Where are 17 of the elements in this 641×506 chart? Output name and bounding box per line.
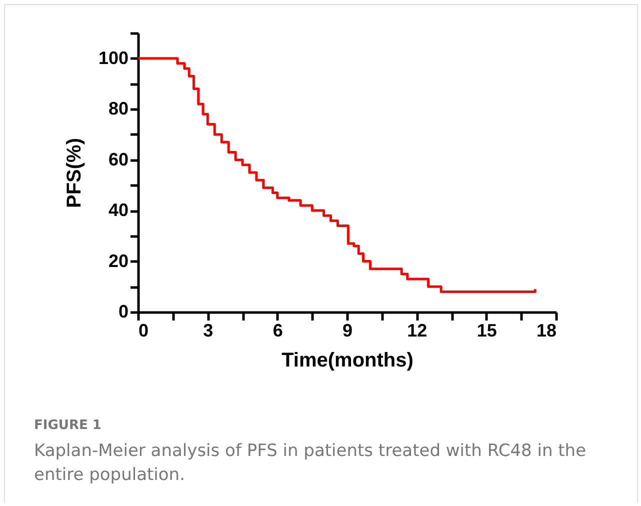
x-tick-label: 18 [536,320,556,340]
y-tick-label: 40 [108,200,128,220]
y-axis-title: PFS(%) [63,138,86,208]
x-axis-title: Time(months) [282,350,414,372]
x-tick-label: 0 [138,320,149,340]
x-tick-label: 9 [342,320,353,340]
x-tick-label: 3 [203,320,214,340]
x-tick-label: 15 [476,320,497,340]
caption: FIGURE 1 [34,418,102,433]
y-tick-label: 100 [98,48,128,68]
text: Kaplan-Meier analysis of PFS in patients treated with RC48 in the entire population. [34,440,588,487]
y-tick-label: 80 [108,98,128,119]
y-tick-label: 0 [118,302,128,322]
y-tick-label: 20 [108,250,128,271]
x-tick-label: 6 [272,320,283,340]
y-tick-label: 60 [108,149,128,170]
x-tick-label: 12 [407,320,428,340]
